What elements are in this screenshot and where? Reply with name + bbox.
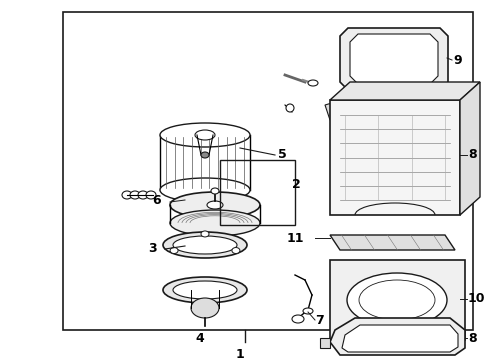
- Polygon shape: [320, 338, 330, 348]
- Text: 10: 10: [468, 292, 486, 305]
- Polygon shape: [330, 318, 465, 355]
- Text: 8: 8: [468, 148, 477, 162]
- Text: 5: 5: [278, 148, 287, 162]
- Ellipse shape: [170, 192, 260, 218]
- Polygon shape: [330, 235, 455, 250]
- Ellipse shape: [303, 308, 313, 314]
- Ellipse shape: [138, 191, 148, 199]
- Ellipse shape: [160, 123, 250, 147]
- Text: 1: 1: [236, 347, 245, 360]
- Polygon shape: [340, 28, 448, 90]
- Ellipse shape: [146, 191, 156, 199]
- Bar: [220, 160, 295, 225]
- Ellipse shape: [359, 280, 435, 320]
- Polygon shape: [350, 34, 438, 84]
- Text: 8: 8: [468, 332, 477, 345]
- Ellipse shape: [122, 191, 132, 199]
- Ellipse shape: [173, 236, 237, 254]
- Text: 9: 9: [453, 54, 462, 67]
- Ellipse shape: [160, 178, 250, 202]
- Ellipse shape: [211, 188, 219, 194]
- Text: 3: 3: [148, 242, 157, 255]
- Ellipse shape: [163, 277, 247, 303]
- Ellipse shape: [191, 298, 219, 318]
- Ellipse shape: [163, 232, 247, 258]
- Ellipse shape: [201, 231, 209, 237]
- Ellipse shape: [332, 135, 348, 155]
- Text: 4: 4: [196, 332, 204, 345]
- Ellipse shape: [170, 248, 178, 253]
- Text: 11: 11: [287, 231, 304, 244]
- Text: 2: 2: [292, 179, 301, 192]
- Ellipse shape: [201, 152, 209, 158]
- Ellipse shape: [170, 210, 260, 236]
- Ellipse shape: [207, 201, 223, 209]
- Polygon shape: [325, 100, 347, 120]
- Bar: [330, 100, 460, 215]
- Ellipse shape: [130, 191, 140, 199]
- Text: 6: 6: [152, 194, 161, 207]
- Ellipse shape: [173, 281, 237, 299]
- Bar: [330, 260, 465, 340]
- Polygon shape: [460, 82, 480, 215]
- Ellipse shape: [308, 80, 318, 86]
- Ellipse shape: [232, 248, 240, 253]
- Bar: [63, 12, 473, 330]
- Ellipse shape: [286, 104, 294, 112]
- Ellipse shape: [347, 273, 447, 327]
- Polygon shape: [330, 82, 480, 100]
- Ellipse shape: [195, 130, 215, 140]
- Ellipse shape: [292, 315, 304, 323]
- Polygon shape: [342, 325, 458, 352]
- Text: 7: 7: [315, 314, 324, 327]
